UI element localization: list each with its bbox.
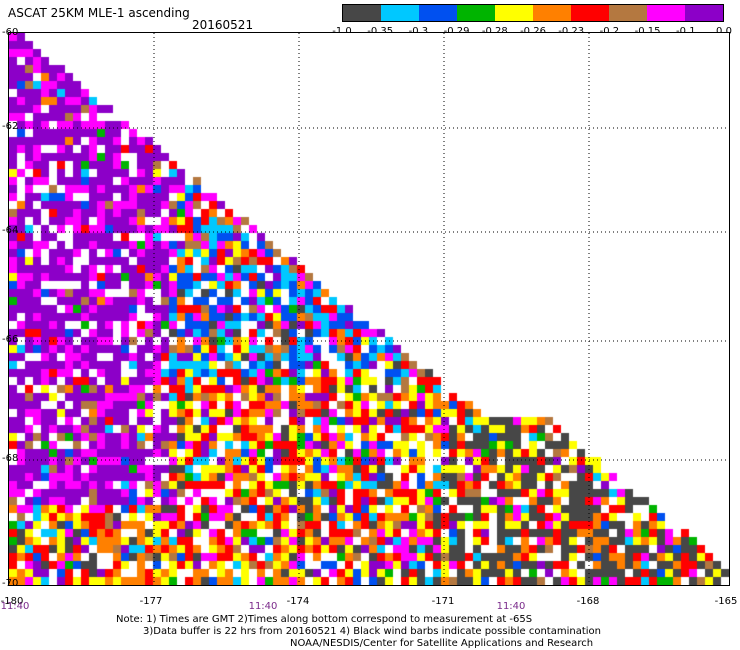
colorbar-segment <box>419 5 457 21</box>
colorbar-segment <box>571 5 609 21</box>
footnote-line-1: Note: 1) Times are GMT 2)Times along bot… <box>116 614 533 625</box>
lon-label: -174 <box>286 596 310 607</box>
lat-label: -62 <box>2 121 19 132</box>
colorbar-segment <box>609 5 647 21</box>
lon-label: -177 <box>139 596 163 607</box>
lon-label: -165 <box>714 596 738 607</box>
swath-data-cells <box>9 33 729 585</box>
colorbar-tick-label: -0.1 <box>676 26 696 37</box>
time-label: 11:40 <box>496 601 526 612</box>
colorbar-tick-label: -0.23 <box>558 26 584 37</box>
lon-label: -168 <box>576 596 600 607</box>
colorbar-segment <box>457 5 495 21</box>
graticule-gridlines <box>9 33 729 585</box>
time-label: 11:40 <box>0 601 30 612</box>
lat-label: -66 <box>2 334 19 345</box>
lat-label: -70 <box>2 578 19 589</box>
colorbar-tick-label: -0.2 <box>600 26 620 37</box>
colorbar-tick-label: -1.0 <box>332 26 352 37</box>
colorbar <box>342 4 724 22</box>
lat-label: -64 <box>2 225 19 236</box>
colorbar-tick-label: -0.15 <box>635 26 661 37</box>
footnote-line-2: 3)Data buffer is 22 hrs from 20160521 4)… <box>143 626 601 637</box>
map-plot-area <box>8 32 730 586</box>
lon-label: -180 <box>0 596 24 607</box>
time-label: 11:40 <box>248 601 278 612</box>
map-title: ASCAT 25KM MLE-1 ascending <box>8 6 190 20</box>
colorbar-tick-label: -0.3 <box>409 26 429 37</box>
colorbar-segment <box>343 5 381 21</box>
colorbar-segment <box>495 5 533 21</box>
colorbar-tick-label: 0.0 <box>716 26 732 37</box>
colorbar-tick-label: -0.26 <box>520 26 546 37</box>
lat-label: -68 <box>2 453 19 464</box>
colorbar-tick-label: -0.28 <box>482 26 508 37</box>
map-date: 20160521 <box>192 18 254 32</box>
colorbar-segment <box>381 5 419 21</box>
lon-label: -171 <box>431 596 455 607</box>
colorbar-tick-label: -0.35 <box>367 26 393 37</box>
lat-label: -60 <box>2 27 19 38</box>
colorbar-segment <box>647 5 685 21</box>
footnote-line-3: NOAA/NESDIS/Center for Satellite Applica… <box>290 638 594 649</box>
colorbar-segment <box>533 5 571 21</box>
colorbar-segment <box>685 5 723 21</box>
colorbar-tick-label: -0.29 <box>444 26 470 37</box>
